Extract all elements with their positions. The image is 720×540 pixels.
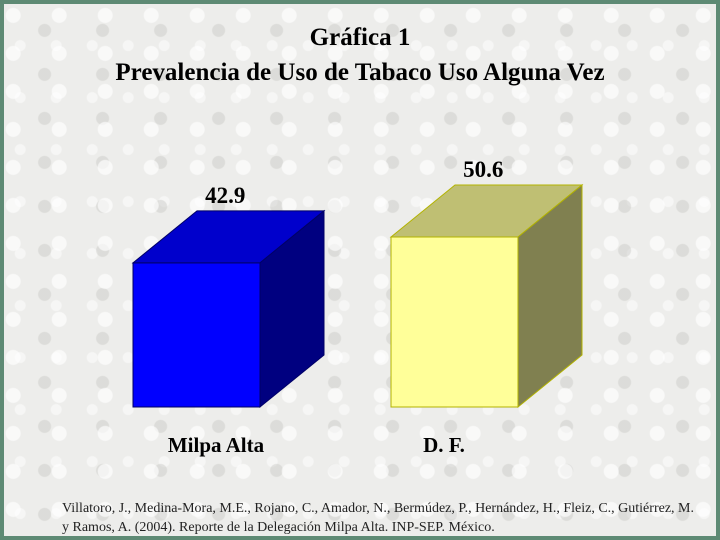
category-label-1: D. F. bbox=[423, 433, 465, 457]
chart-title: Prevalencia de Uso de Tabaco Uso Alguna … bbox=[115, 59, 605, 86]
source-citation: Villatoro, J., Medina-Mora, M.E., Rojano… bbox=[62, 501, 694, 535]
bar-front-1 bbox=[390, 236, 519, 408]
data-label-0: 42.9 bbox=[205, 183, 245, 208]
chart-title-number: Gráfica 1 bbox=[309, 24, 411, 51]
category-label-0: Milpa Alta bbox=[168, 433, 265, 457]
bar-side-1 bbox=[517, 183, 583, 409]
bar-front-0 bbox=[132, 262, 261, 408]
bar-side-0 bbox=[259, 209, 325, 409]
data-label-1: 50.6 bbox=[463, 157, 503, 182]
bar-chart: 42.9 Milpa Alta 50.6 D. F. bbox=[131, 157, 584, 457]
